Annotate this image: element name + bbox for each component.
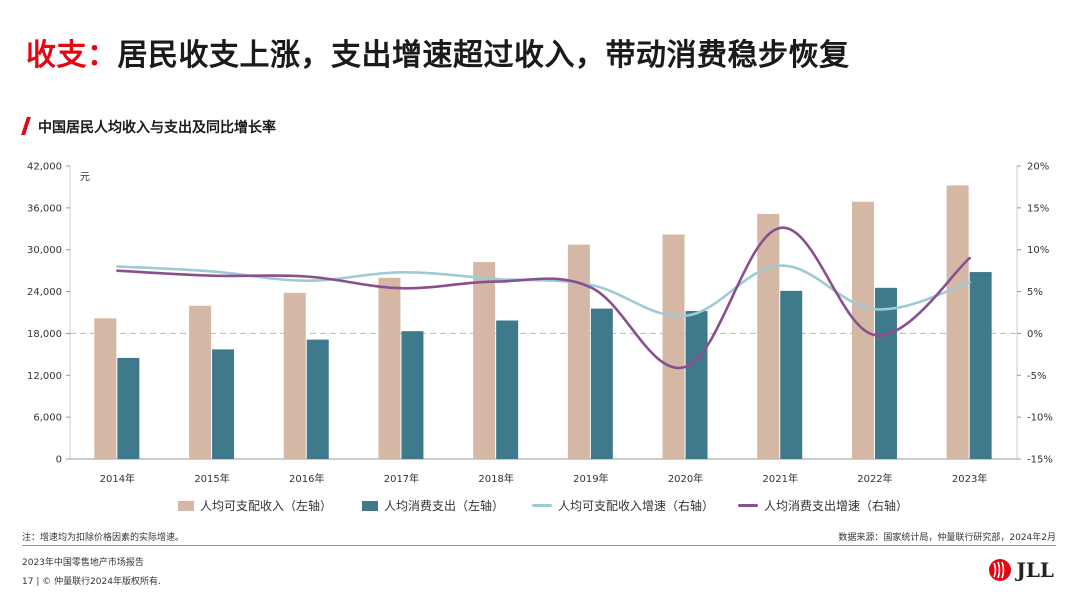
y-tick-left-label: 42,000: [27, 162, 62, 173]
y-tick-right-label: 15%: [1027, 203, 1049, 214]
y-axis-unit: 元: [80, 172, 90, 183]
legend-swatch-expense: [362, 500, 378, 511]
line-expense-growth: [116, 226, 971, 370]
bar-income: [473, 262, 496, 459]
y-tick-right-label: -5%: [1027, 371, 1046, 382]
title-main: 居民收支上涨，支出增速超过收入，带动消费稳步恢复: [117, 38, 850, 73]
y-tick-right-label: 5%: [1027, 287, 1043, 298]
x-tick-label: 2014年: [100, 472, 135, 485]
legend-label-expense: 人均消费支出（左轴）: [384, 499, 505, 513]
legend-item-income: 人均可支配收入（左轴）: [178, 497, 332, 514]
logo-text: JLL: [1016, 558, 1054, 582]
bar-expense: [212, 349, 235, 459]
legend-label-income-growth: 人均可支配收入增速（右轴）: [558, 499, 715, 513]
bar-expense: [496, 320, 519, 459]
y-tick-right-label: 0%: [1027, 329, 1043, 340]
bar-income: [757, 213, 780, 459]
x-tick-label: 2019年: [573, 472, 608, 485]
bar-income: [567, 244, 590, 459]
bar-expense: [306, 339, 329, 459]
bar-income: [378, 277, 401, 459]
y-tick-right-label: -15%: [1027, 455, 1053, 466]
bar-expense: [780, 290, 803, 459]
legend-item-expense-growth: 人均消费支出增速（右轴）: [738, 497, 908, 514]
x-tick-label: 2018年: [478, 472, 513, 485]
y-tick-left-label: 18,000: [27, 329, 62, 340]
y-tick-right-label: 10%: [1027, 245, 1049, 256]
x-tick-label: 2021年: [763, 472, 798, 485]
bar-expense: [969, 272, 992, 459]
legend-label-income: 人均可支配收入（左轴）: [200, 499, 333, 513]
bar-expense: [117, 357, 140, 459]
y-tick-right-label: 20%: [1027, 162, 1049, 173]
line-income-growth: [116, 264, 971, 318]
x-tick-label: 2016年: [289, 472, 324, 485]
y-tick-right-label: -10%: [1027, 413, 1053, 424]
y-tick-left-label: 30,000: [27, 245, 62, 256]
bar-income: [283, 292, 306, 459]
footnote: 注：增速均为扣除价格因素的实际增速。: [22, 533, 185, 543]
x-tick-label: 2020年: [668, 472, 703, 485]
legend-item-income-growth: 人均可支配收入增速（右轴）: [532, 497, 714, 514]
bar-income: [189, 305, 212, 459]
y-tick-left-label: 0: [56, 455, 62, 466]
legend-item-expense: 人均消费支出（左轴）: [362, 497, 504, 514]
data-source: 数据来源：国家统计局，仲量联行研究部，2024年2月: [838, 533, 1056, 543]
copyright: 17 | © 仲量联行2024年版权所有.: [22, 577, 161, 587]
y-tick-left-label: 36,000: [27, 203, 62, 214]
page-title: 收支：居民收支上涨，支出增速超过收入，带动消费稳步恢复: [26, 30, 850, 74]
legend-swatch-expense-growth: [738, 504, 758, 507]
report-name: 2023年中国零售地产市场报告: [22, 558, 144, 568]
bar-income: [94, 318, 117, 459]
y-tick-left-label: 6,000: [33, 413, 62, 424]
chart-subtitle: 中国居民人均收入与支出及同比增长率: [38, 120, 276, 136]
legend-swatch-income: [178, 500, 194, 511]
bar-income: [946, 185, 969, 459]
bar-expense: [874, 287, 897, 459]
jll-logo: JLL: [988, 558, 1054, 582]
legend-swatch-income-growth: [532, 504, 552, 507]
title-accent: 收支：: [26, 38, 118, 73]
x-tick-label: 2017年: [384, 472, 419, 485]
bar-expense: [590, 308, 613, 459]
legend-label-expense-growth: 人均消费支出增速（右轴）: [764, 499, 909, 513]
footer-divider: [22, 545, 1056, 546]
bar-expense: [685, 311, 708, 459]
bar-income: [662, 234, 685, 459]
y-tick-left-label: 12,000: [27, 371, 62, 382]
x-tick-label: 2015年: [194, 472, 229, 485]
x-tick-label: 2022年: [857, 472, 892, 485]
jll-logo-icon: [989, 559, 1012, 581]
x-tick-label: 2023年: [952, 472, 987, 485]
chart-legend: 人均可支配收入（左轴） 人均消费支出（左轴） 人均可支配收入增速（右轴） 人均消…: [0, 497, 1080, 517]
y-tick-left-label: 24,000: [27, 287, 62, 298]
bar-expense: [401, 331, 424, 459]
